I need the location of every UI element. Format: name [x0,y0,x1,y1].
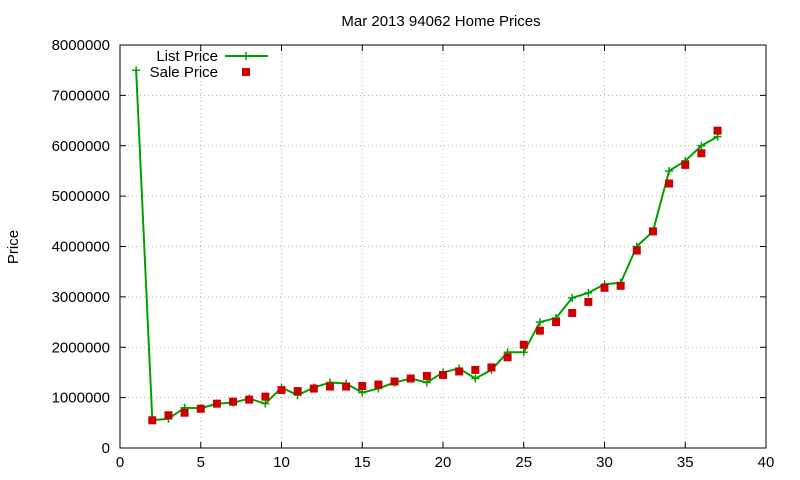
x-tick-label: 0 [116,454,124,471]
series-sale-price [148,126,722,425]
sale-price-point [309,384,318,393]
sale-price-point [616,281,625,290]
y-tick-label: 3000000 [52,289,110,306]
sale-price-point [681,160,690,169]
sale-price-point [293,387,302,396]
x-tick-label: 20 [435,454,452,471]
grid [120,45,766,448]
legend-marker-list-price [242,52,250,60]
y-tick-label: 2000000 [52,339,110,356]
sale-price-point [422,371,431,380]
sale-price-point [519,340,528,349]
sale-price-point [148,416,157,425]
x-tick-label: 40 [758,454,775,471]
y-tick-label: 6000000 [52,138,110,155]
y-tick-label: 8000000 [52,37,110,54]
chart-title: Mar 2013 94062 Home Prices [341,13,540,30]
sale-price-point [455,367,464,376]
y-tick-label: 4000000 [52,239,110,256]
sale-price-point [665,179,674,188]
list-price-point [132,66,141,75]
sale-price-point [342,382,351,391]
sale-price-point [487,363,496,372]
sale-price-point [212,399,221,408]
sale-price-point [471,365,480,374]
list-price-point [535,318,544,327]
x-tick-label: 5 [197,454,205,471]
sale-price-point [261,392,270,401]
sale-price-point [358,382,367,391]
series-list-price [132,66,722,425]
plot-border [119,44,767,449]
sale-price-point [277,386,286,395]
legend-label-sale-price: Sale Price [150,64,218,81]
sale-price-point [648,227,657,236]
sale-price-point [374,380,383,389]
legend-label-list-price: List Price [156,48,218,65]
x-tick-label: 25 [515,454,532,471]
x-tick-label: 35 [677,454,694,471]
sale-price-point [552,318,561,327]
sale-price-point [390,377,399,386]
sale-price-point [325,382,334,391]
list-price-point [697,141,706,150]
sale-price-point [180,408,189,417]
y-tick-label: 0 [102,440,110,457]
axis-ticks: 0 5 10 15 20 25 30 35 40 0 1000000 2000000 3000000 40… [52,37,775,471]
x-tick-label: 30 [596,454,613,471]
list-price-point [584,288,593,297]
list-price-point [568,293,577,302]
sale-price-point [229,397,238,406]
x-tick-label: 15 [354,454,371,471]
list-price-point [519,348,528,357]
sale-price-point [439,370,447,379]
sale-price-point [196,404,205,413]
list-price-line [135,70,719,422]
list-price-point [471,374,480,383]
list-price-point [665,166,674,175]
sale-price-point [568,308,577,317]
y-tick-label: 1000000 [52,390,110,407]
list-price-point [261,399,270,408]
sale-price-point [164,411,173,420]
sale-price-point [600,283,609,292]
sale-price-point [503,353,512,362]
y-tick-label: 7000000 [52,87,110,104]
sale-price-point [697,149,706,158]
legend-swatch-sale-price [242,68,250,76]
legend: List Price Sale Price [150,48,268,81]
sale-price-point [584,297,593,306]
sale-price-point [245,395,254,404]
sale-price-point [713,126,722,135]
sale-price-point [535,326,544,335]
y-axis-label: Price [5,230,22,264]
sale-price-point [632,246,641,255]
x-tick-label: 10 [273,454,290,471]
y-tick-label: 5000000 [52,188,110,205]
sale-price-point [406,374,415,383]
